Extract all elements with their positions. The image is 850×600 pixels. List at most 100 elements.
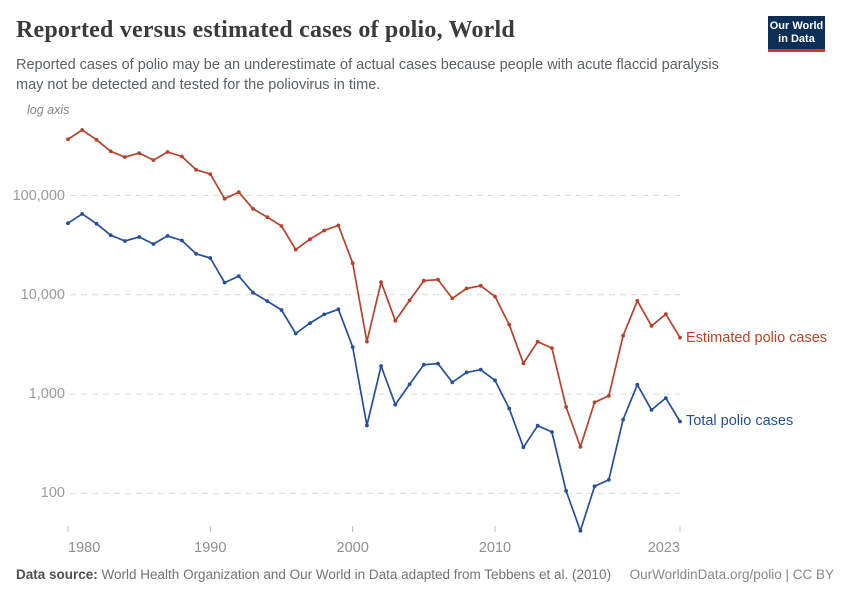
data-point-marker bbox=[322, 228, 327, 233]
data-point-marker bbox=[194, 167, 199, 172]
data-point-marker bbox=[222, 280, 227, 285]
data-point-marker bbox=[621, 417, 625, 422]
data-point-marker bbox=[635, 382, 640, 387]
series-label-total[interactable]: Total polio cases bbox=[686, 413, 794, 430]
data-point-marker bbox=[493, 294, 497, 299]
data-point-marker bbox=[379, 364, 383, 368]
data-point-marker bbox=[564, 405, 568, 409]
data-point-marker bbox=[137, 151, 142, 156]
owid-logo[interactable]: Our World in Data bbox=[768, 16, 825, 52]
data-point-marker bbox=[365, 423, 369, 428]
data-point-marker bbox=[108, 233, 113, 238]
data-point-marker bbox=[265, 215, 270, 220]
data-point-marker bbox=[507, 406, 512, 411]
y-axis-tick-label: 100,000 bbox=[12, 187, 65, 204]
data-point-marker bbox=[663, 396, 668, 400]
data-point-marker bbox=[222, 196, 227, 201]
data-point-marker bbox=[436, 277, 440, 282]
data-point-marker bbox=[94, 137, 99, 142]
data-point-marker bbox=[165, 150, 170, 154]
data-point-marker bbox=[336, 307, 341, 312]
data-point-marker bbox=[279, 224, 284, 228]
data-point-marker bbox=[165, 234, 170, 238]
data-point-marker bbox=[550, 346, 554, 350]
owid-logo-line2: in Data bbox=[778, 32, 815, 45]
data-point-marker bbox=[592, 484, 597, 489]
data-point-marker bbox=[322, 312, 327, 317]
data-point-marker bbox=[66, 137, 70, 142]
page-title: Reported versus estimated cases of polio… bbox=[16, 17, 515, 43]
data-point-marker bbox=[80, 212, 85, 216]
data-point-marker bbox=[578, 445, 583, 449]
data-point-marker bbox=[208, 256, 213, 260]
x-axis-tick-label: 2010 bbox=[478, 540, 512, 556]
data-point-marker bbox=[507, 322, 512, 327]
y-axis-tick-label: 100 bbox=[40, 485, 65, 502]
data-point-marker bbox=[208, 172, 213, 177]
data-point-marker bbox=[336, 223, 341, 228]
data-point-marker bbox=[236, 274, 241, 279]
estimated-series-line[interactable] bbox=[67, 129, 681, 448]
data-source-text: World Health Organization and Our World … bbox=[97, 567, 612, 582]
data-point-marker bbox=[436, 361, 440, 366]
data-point-marker bbox=[535, 423, 540, 428]
data-point-marker bbox=[407, 382, 412, 387]
data-point-marker bbox=[293, 247, 298, 252]
data-point-marker bbox=[350, 345, 355, 349]
data-point-marker bbox=[151, 242, 156, 246]
data-point-marker bbox=[464, 370, 469, 375]
data-point-marker bbox=[66, 221, 70, 226]
data-point-marker bbox=[365, 339, 369, 344]
total-series-line[interactable] bbox=[67, 213, 681, 532]
x-axis-tick-label: 1980 bbox=[68, 540, 101, 556]
data-point-marker bbox=[635, 298, 640, 303]
data-source-note: Data source: World Health Organization a… bbox=[16, 567, 611, 582]
data-point-marker bbox=[421, 278, 426, 283]
data-point-marker bbox=[606, 394, 611, 398]
data-point-marker bbox=[421, 362, 426, 367]
data-point-marker bbox=[350, 261, 355, 266]
data-point-marker bbox=[137, 235, 142, 239]
data-point-marker bbox=[663, 312, 668, 317]
data-point-marker bbox=[478, 283, 483, 288]
data-point-marker bbox=[606, 477, 611, 482]
data-point-marker bbox=[308, 321, 312, 325]
data-point-marker bbox=[308, 237, 312, 242]
data-point-marker bbox=[194, 251, 199, 256]
credit-link[interactable]: OurWorldinData.org/polio | CC BY bbox=[629, 567, 834, 582]
y-axis-tick-label: 10,000 bbox=[20, 286, 65, 303]
data-point-marker bbox=[592, 400, 597, 405]
data-point-marker bbox=[80, 128, 85, 132]
data-point-marker bbox=[293, 331, 298, 336]
data-point-marker bbox=[151, 158, 156, 163]
data-point-marker bbox=[649, 324, 654, 328]
data-point-marker bbox=[578, 528, 583, 533]
data-point-marker bbox=[393, 318, 398, 323]
data-point-marker bbox=[94, 221, 99, 226]
data-point-marker bbox=[464, 286, 469, 291]
x-axis-tick-label: 2000 bbox=[336, 540, 369, 556]
data-point-marker bbox=[678, 419, 682, 424]
data-point-marker bbox=[123, 155, 127, 160]
data-point-marker bbox=[521, 361, 526, 366]
data-point-marker bbox=[251, 290, 255, 295]
data-point-marker bbox=[393, 402, 398, 407]
owid-logo-line1: Our World bbox=[769, 20, 824, 32]
data-point-marker bbox=[236, 190, 241, 195]
data-point-marker bbox=[265, 299, 270, 303]
data-point-marker bbox=[521, 445, 526, 450]
data-point-marker bbox=[180, 154, 184, 159]
data-point-marker bbox=[450, 380, 455, 385]
log-axis-note: log axis bbox=[27, 103, 70, 117]
data-point-marker bbox=[379, 280, 383, 284]
data-point-marker bbox=[108, 149, 113, 154]
data-point-marker bbox=[621, 333, 625, 338]
data-point-marker bbox=[649, 408, 654, 412]
data-point-marker bbox=[493, 378, 497, 383]
chart-subtitle: Reported cases of polio may be an undere… bbox=[16, 57, 719, 93]
data-point-marker bbox=[535, 339, 540, 344]
data-point-marker bbox=[450, 296, 455, 301]
series-label-estimated[interactable]: Estimated polio cases bbox=[686, 329, 828, 346]
